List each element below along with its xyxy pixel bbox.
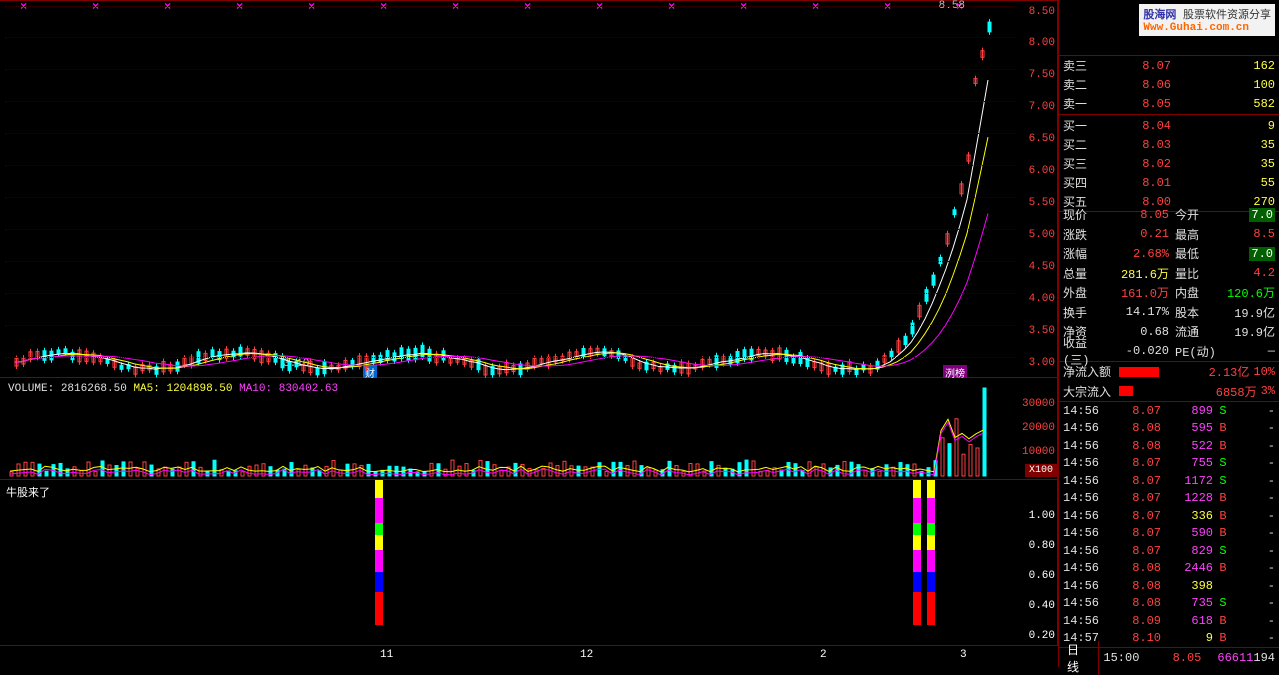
buy-row: 买三8.0235 [1059, 154, 1279, 173]
last-tick-time: 15:00 [1099, 651, 1147, 665]
tick-row: 14:568.082446B- [1059, 560, 1279, 578]
x100-label: X100 [1025, 464, 1057, 477]
sell-row: 卖三8.07162 [1059, 56, 1279, 75]
stat-row: 外盘161.0万内盘120.6万 [1059, 283, 1279, 303]
order-book: 卖三8.07162卖二8.06100卖一8.05582 买一8.049买二8.03… [1059, 55, 1279, 212]
bull-indicator-panel[interactable]: 牛股来了 1.000.800.600.400.20 [0, 480, 1058, 645]
volume-panel[interactable]: VOLUME: 2816268.50 MA5: 1204898.50 MA10:… [0, 378, 1058, 480]
net-inflow: 净流入额2.13亿10% 大宗流入6858万3% [1059, 361, 1279, 402]
tick-row: 14:568.07755S- [1059, 455, 1279, 473]
stats-block: 现价8.05今开7.0涨跌0.21最高8.5涨幅2.68%最低7.0总量281.… [1059, 205, 1279, 402]
tick-row: 14:568.07829S- [1059, 542, 1279, 560]
volume-svg [0, 378, 1020, 480]
ticks-panel: 14:568.07899S-14:568.08595B-14:568.08522… [1059, 402, 1279, 647]
stat-row: 收益(三)-0.020PE(动)— [1059, 342, 1279, 362]
bottom-bar: 日线 15:00 8.05 66611 194 [1059, 647, 1279, 667]
sell-row: 卖二8.06100 [1059, 75, 1279, 94]
last-tick-price: 8.05 [1147, 651, 1201, 665]
buy-row: 买四8.0155 [1059, 173, 1279, 192]
main-chart-panel[interactable]: ×××××××××××××× 8.58 3.10 财 洌榜 8.508.007.… [0, 0, 1058, 378]
right-quote-panel: 股海网 股票软件资源分享 Www.Guhai.com.cn 卖三8.07162卖… [1058, 0, 1279, 667]
sell-row: 卖一8.05582 [1059, 94, 1279, 113]
bull-header: 牛股来了 [6, 484, 50, 500]
stat-row: 涨跌0.21最高8.5 [1059, 225, 1279, 245]
watermark: 股海网 股票软件资源分享 Www.Guhai.com.cn [1139, 4, 1275, 36]
tick-row: 14:568.08522B- [1059, 437, 1279, 455]
tick-row: 14:568.08398- [1059, 577, 1279, 595]
buy-row: 买一8.049 [1059, 116, 1279, 135]
buy-row: 买二8.0335 [1059, 135, 1279, 154]
y-axis-main: 8.508.007.507.006.506.005.505.004.504.00… [1021, 0, 1057, 378]
chart-svg [5, 0, 1015, 378]
stat-row: 换手14.17%股本19.9亿 [1059, 303, 1279, 323]
tick-row: 14:568.071172S- [1059, 472, 1279, 490]
tick-row: 14:568.07590B- [1059, 525, 1279, 543]
kline-button[interactable]: 日线 [1059, 641, 1099, 675]
tick-row: 14:568.08735S- [1059, 595, 1279, 613]
tick-row: 14:568.09618B- [1059, 612, 1279, 630]
stat-row: 总量281.6万量比4.2 [1059, 264, 1279, 284]
last-tick-vol: 66611 [1201, 651, 1253, 665]
time-axis: 111223 [0, 645, 1058, 667]
stat-row: 涨幅2.68%最低7.0 [1059, 244, 1279, 264]
tick-row: 14:568.071228B- [1059, 490, 1279, 508]
tick-row: 14:568.07336B- [1059, 507, 1279, 525]
stat-row: 现价8.05今开7.0 [1059, 205, 1279, 225]
tick-row: 14:568.07899S- [1059, 402, 1279, 420]
last-tick-ex: 194 [1253, 651, 1279, 665]
candle-area: 8.58 3.10 财 洌榜 [5, 0, 1015, 378]
tick-row: 14:568.08595B- [1059, 420, 1279, 438]
